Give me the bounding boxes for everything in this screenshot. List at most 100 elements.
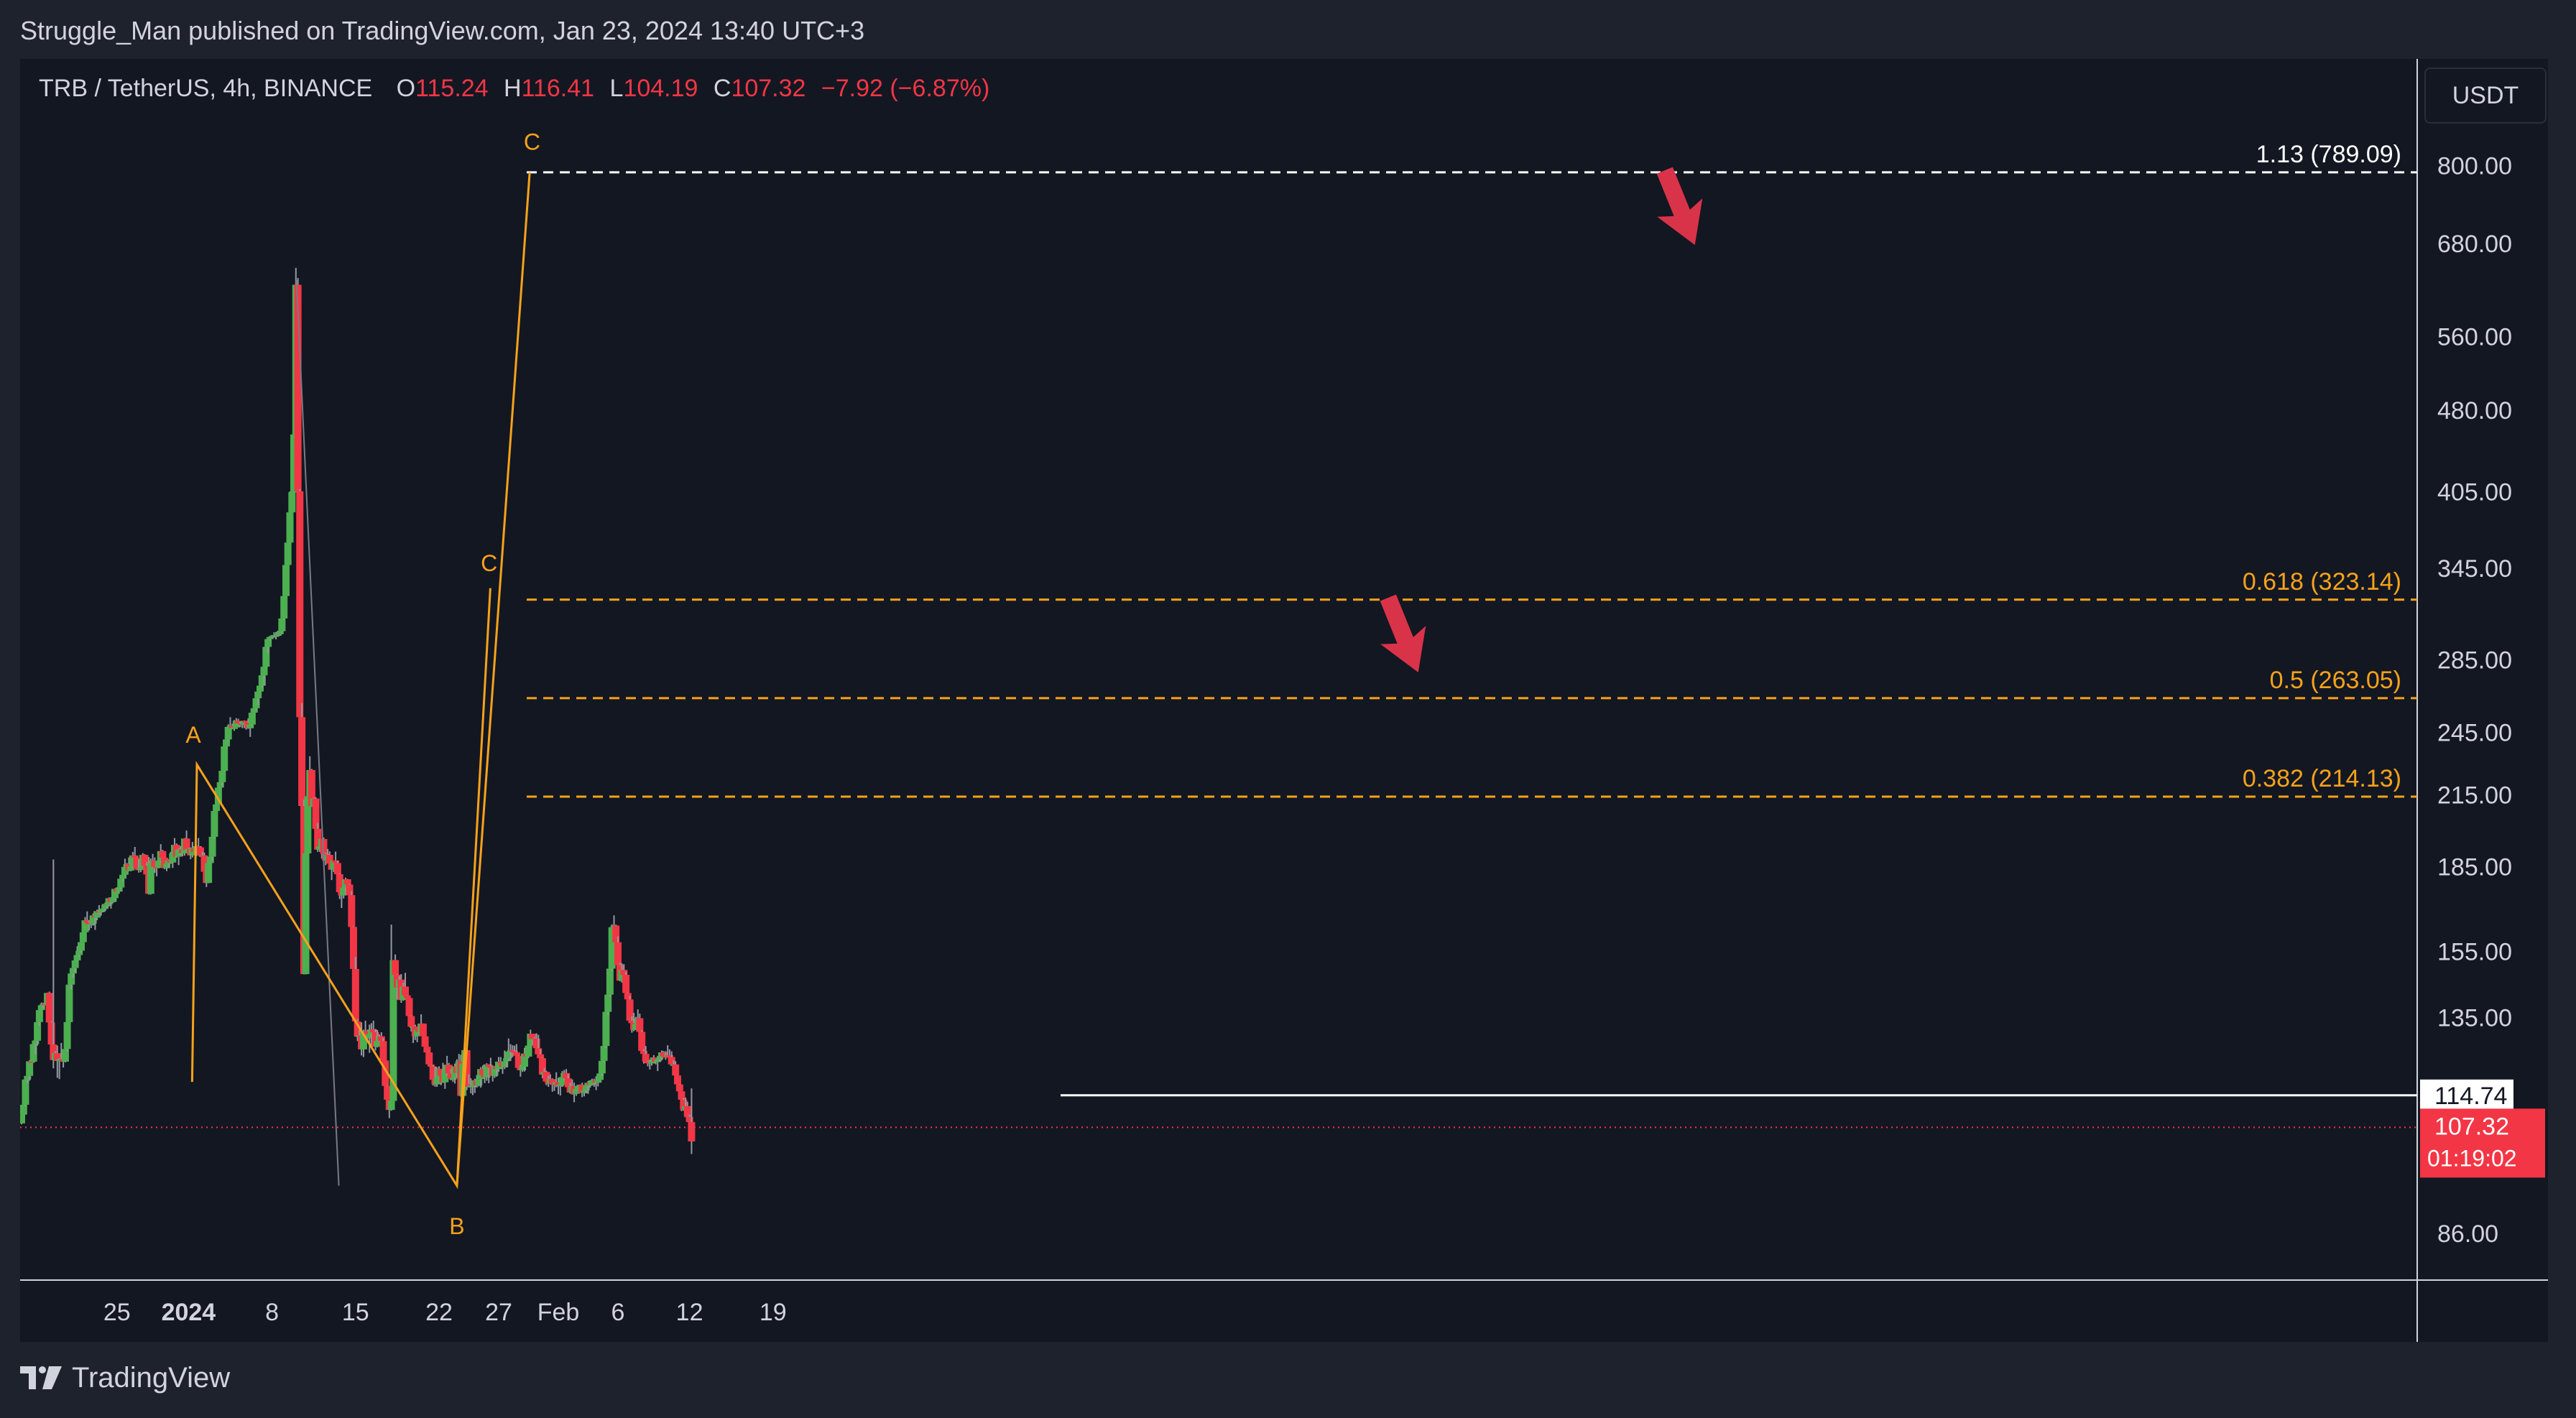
candle-body[interactable] [294,284,302,491]
candle-body[interactable] [224,726,232,740]
candle-body[interactable] [374,1041,382,1047]
candle-body[interactable] [475,1079,483,1086]
candle-body[interactable] [286,512,294,543]
candle-body[interactable] [254,691,262,699]
candle-body[interactable] [668,1057,675,1065]
candle-body[interactable] [73,955,81,960]
candle-body[interactable] [29,1044,37,1062]
candle-body[interactable] [131,855,139,858]
candle-body[interactable] [326,855,333,864]
candle-body[interactable] [519,1067,527,1070]
candle-body[interactable] [654,1059,662,1062]
candle-body[interactable] [79,932,87,942]
candle-body[interactable] [578,1085,586,1093]
candle-body[interactable] [387,1100,395,1111]
candle-body[interactable] [405,998,413,1016]
candle-body[interactable] [618,970,626,981]
candle-body[interactable] [514,1055,522,1068]
candle-body[interactable] [403,995,411,998]
candle-body[interactable] [302,853,310,975]
candle-body[interactable] [147,863,154,894]
candle-body[interactable] [214,787,222,805]
candle-body[interactable] [349,927,357,969]
candle-body[interactable] [445,1065,453,1074]
candle-body[interactable] [495,1061,502,1070]
candle-body[interactable] [129,855,137,867]
candle-body[interactable] [662,1056,670,1058]
candle-body[interactable] [600,1046,608,1061]
candle-body[interactable] [280,596,288,618]
candle-body[interactable] [81,920,89,932]
candle-body[interactable] [527,1034,535,1046]
candle-body[interactable] [612,925,620,942]
candle-body[interactable] [47,1022,55,1045]
candle-body[interactable] [32,1040,40,1044]
candle-body[interactable] [312,798,320,829]
candle-body[interactable] [343,879,351,885]
candle-body[interactable] [602,1011,610,1047]
candle-body[interactable] [354,1021,361,1037]
candle-body[interactable] [596,1073,604,1080]
candle-body[interactable] [24,1075,32,1080]
candle-body[interactable] [582,1085,590,1091]
candle-body[interactable] [20,1114,25,1123]
candle-body[interactable] [572,1088,580,1094]
candle-body[interactable] [332,860,340,863]
candle-body[interactable] [594,1080,602,1083]
candle-body[interactable] [232,720,240,728]
candle-body[interactable] [45,993,53,1023]
candle-body[interactable] [211,811,218,837]
candle-body[interactable] [622,974,630,993]
candle-body[interactable] [22,1079,29,1105]
candle-body[interactable] [272,635,280,637]
candle-body[interactable] [675,1084,683,1092]
candle-body[interactable] [642,1054,650,1062]
candle-body[interactable] [197,847,204,856]
candle-body[interactable] [276,631,284,634]
candle-body[interactable] [685,1116,693,1123]
candle-body[interactable] [208,836,216,857]
candle-body[interactable] [37,1005,45,1011]
candle-body[interactable] [429,1066,437,1080]
candle-body[interactable] [528,1034,536,1039]
candle-body[interactable] [240,720,248,726]
candle-body[interactable] [169,853,177,863]
candle-body[interactable] [35,1010,43,1022]
candle-body[interactable] [264,639,272,647]
candle-body[interactable] [504,1052,512,1059]
candle-body[interactable] [674,1075,681,1085]
candle-body[interactable] [304,796,312,853]
candle-body[interactable] [223,739,231,747]
candle-body[interactable] [606,968,614,995]
candle-body[interactable] [248,713,256,725]
candle-body[interactable] [501,1061,509,1067]
candle-body[interactable] [348,895,356,927]
candle-body[interactable] [672,1064,680,1076]
candle-body[interactable] [163,863,171,868]
candle-body[interactable] [377,1036,385,1042]
candle-body[interactable] [366,1034,374,1039]
candle-body[interactable] [628,1020,636,1024]
candle-body[interactable] [274,634,282,636]
candle-body[interactable] [175,849,183,857]
candle-body[interactable] [101,904,109,909]
candle-body[interactable] [133,858,141,869]
candle-body[interactable] [423,1047,431,1053]
candle-body[interactable] [638,1032,646,1051]
candle-body[interactable] [678,1091,685,1100]
candle-body[interactable] [53,1053,61,1061]
candle-body[interactable] [558,1077,566,1085]
candle-body[interactable] [93,911,101,918]
candle-body[interactable] [266,636,274,639]
candle-body[interactable] [468,1085,476,1088]
candle-body[interactable] [314,828,322,850]
candle-body[interactable] [521,1053,529,1067]
candle-body[interactable] [205,863,213,884]
candle-body[interactable] [282,565,290,596]
candle-body[interactable] [26,1061,34,1076]
candle-body[interactable] [543,1072,550,1082]
candle-body[interactable] [69,968,77,974]
candle-body[interactable] [604,994,612,1012]
candle-body[interactable] [298,717,306,807]
candle-body[interactable] [333,863,341,875]
